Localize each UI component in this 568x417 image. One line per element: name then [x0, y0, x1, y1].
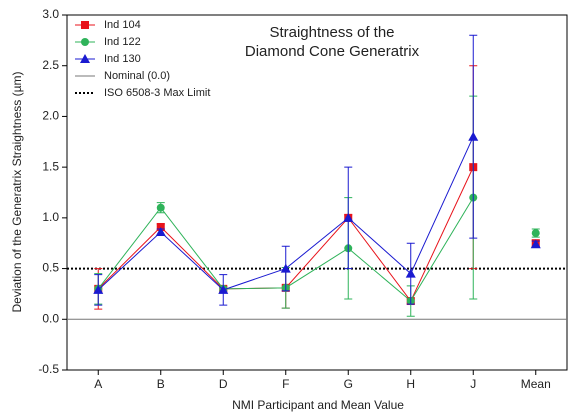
y-axis-label: Deviation of the Generatrix Straightness…: [10, 71, 24, 312]
legend-marker: [81, 21, 89, 29]
y-tick-label: 1.0: [42, 210, 59, 224]
y-tick-label: 1.5: [42, 159, 59, 173]
marker: [93, 284, 104, 294]
marker: [156, 222, 165, 231]
y-tick-label: -0.5: [38, 362, 59, 376]
legend-label: ISO 6508-3 Max Limit: [104, 87, 210, 99]
x-axis-label: NMI Participant and Mean Value: [232, 398, 404, 412]
x-tick-label: D: [219, 377, 228, 391]
legend-label: Ind 130: [104, 53, 141, 65]
x-tick-label: G: [344, 377, 353, 391]
x-tick-label: Mean: [521, 377, 551, 391]
legend-marker: [81, 38, 89, 46]
legend-marker: [80, 54, 90, 63]
x-tick-label: A: [94, 377, 102, 391]
plot-frame: [66, 14, 568, 371]
y-tick-label: 0.5: [42, 261, 59, 275]
y-tick-label: 2.5: [42, 58, 59, 72]
chart-title: Straightness of the: [269, 24, 394, 41]
marker: [280, 263, 291, 273]
marker: [156, 203, 165, 212]
marker: [218, 284, 229, 294]
y-tick-label: 3.0: [42, 7, 59, 21]
x-tick-label: J: [470, 377, 476, 391]
marker: [530, 239, 541, 249]
y-tick-label: 2.0: [42, 109, 59, 123]
legend-label: Ind 104: [104, 19, 141, 31]
marker: [155, 227, 166, 237]
y-tick-label: 0.0: [42, 311, 59, 325]
marker: [405, 268, 416, 278]
marker: [343, 212, 354, 222]
x-tick-label: B: [157, 377, 165, 391]
legend-label: Nominal (0.0): [104, 70, 170, 82]
x-tick-label: F: [282, 377, 289, 391]
x-tick-label: H: [406, 377, 415, 391]
marker: [468, 131, 479, 141]
legend-label: Ind 122: [104, 36, 141, 48]
marker: [531, 229, 540, 238]
chart-title: Diamond Cone Generatrix: [245, 43, 420, 60]
